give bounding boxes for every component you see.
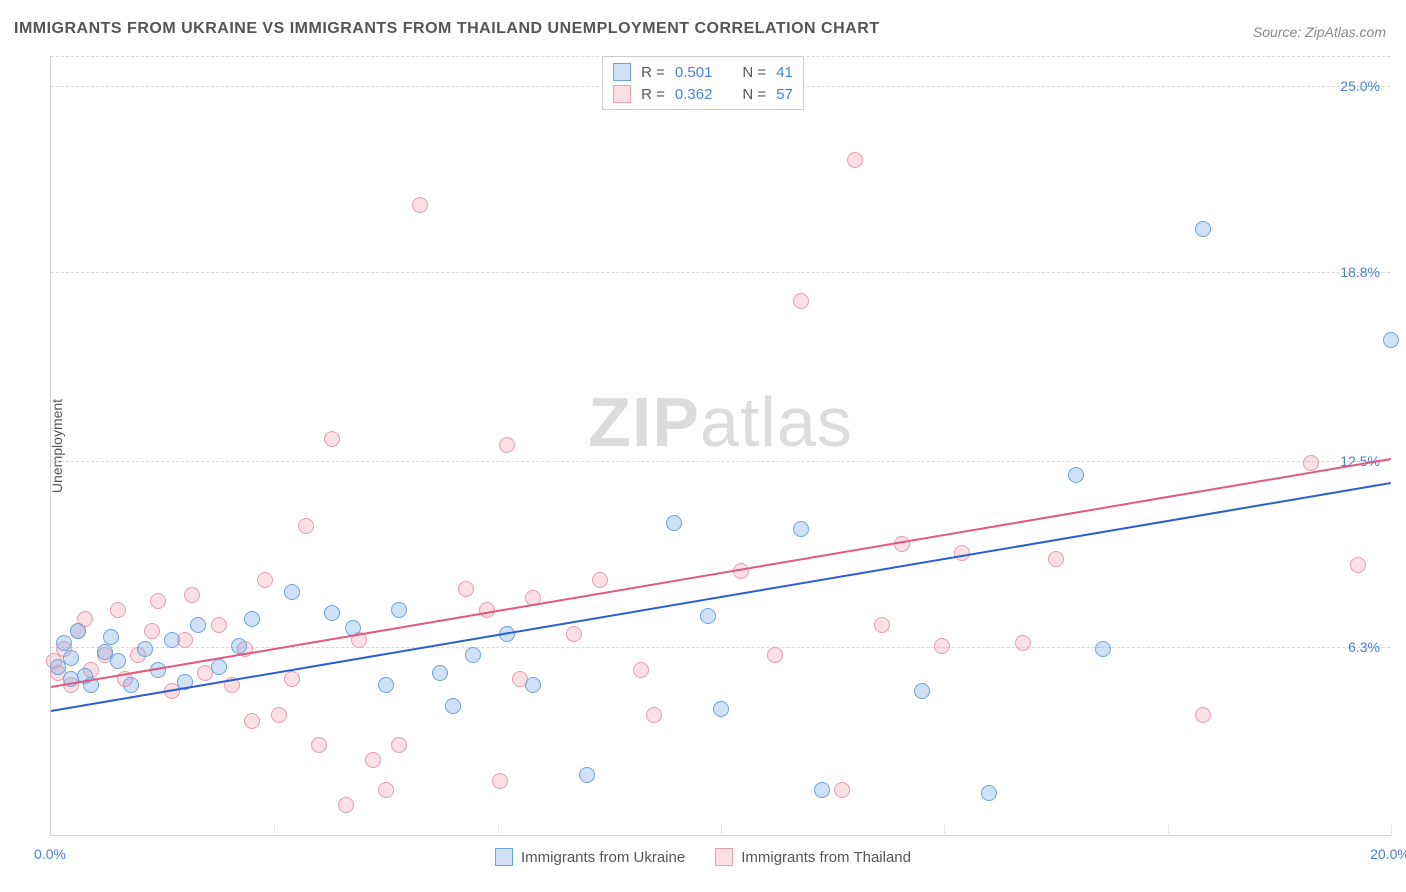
data-point-thailand bbox=[646, 707, 662, 723]
data-point-ukraine bbox=[324, 605, 340, 621]
data-point-thailand bbox=[150, 593, 166, 609]
data-point-ukraine bbox=[814, 782, 830, 798]
data-point-thailand bbox=[847, 152, 863, 168]
data-point-thailand bbox=[184, 587, 200, 603]
data-point-ukraine bbox=[391, 602, 407, 618]
x-tick-label: 0.0% bbox=[34, 846, 66, 862]
data-point-thailand bbox=[934, 638, 950, 654]
data-point-ukraine bbox=[190, 617, 206, 633]
data-point-ukraine bbox=[231, 638, 247, 654]
trend-line-ukraine bbox=[51, 482, 1391, 712]
data-point-ukraine bbox=[432, 665, 448, 681]
x-tick-label: 20.0% bbox=[1370, 846, 1406, 862]
data-point-thailand bbox=[1303, 455, 1319, 471]
data-point-ukraine bbox=[284, 584, 300, 600]
swatch-icon bbox=[613, 85, 631, 103]
data-point-thailand bbox=[499, 437, 515, 453]
gridline-v bbox=[274, 824, 275, 836]
y-tick-label: 6.3% bbox=[1348, 639, 1380, 655]
legend-item-ukraine: Immigrants from Ukraine bbox=[495, 848, 685, 866]
data-point-ukraine bbox=[666, 515, 682, 531]
data-point-thailand bbox=[311, 737, 327, 753]
data-point-thailand bbox=[110, 602, 126, 618]
gridline-v bbox=[1391, 824, 1392, 836]
data-point-thailand bbox=[412, 197, 428, 213]
data-point-thailand bbox=[284, 671, 300, 687]
data-point-thailand bbox=[1195, 707, 1211, 723]
data-point-thailand bbox=[834, 782, 850, 798]
data-point-ukraine bbox=[63, 650, 79, 666]
data-point-ukraine bbox=[579, 767, 595, 783]
stats-row-thailand: R = 0.362 N = 57 bbox=[613, 83, 793, 105]
data-point-ukraine bbox=[1068, 467, 1084, 483]
data-point-thailand bbox=[324, 431, 340, 447]
data-point-ukraine bbox=[70, 623, 86, 639]
data-point-thailand bbox=[1015, 635, 1031, 651]
data-point-thailand bbox=[144, 623, 160, 639]
data-point-thailand bbox=[566, 626, 582, 642]
data-point-ukraine bbox=[793, 521, 809, 537]
y-tick-label: 25.0% bbox=[1340, 78, 1380, 94]
stats-row-ukraine: R = 0.501 N = 41 bbox=[613, 61, 793, 83]
data-point-thailand bbox=[391, 737, 407, 753]
gridline-h bbox=[51, 461, 1390, 462]
data-point-ukraine bbox=[525, 677, 541, 693]
data-point-ukraine bbox=[1095, 641, 1111, 657]
data-point-ukraine bbox=[164, 632, 180, 648]
data-point-ukraine bbox=[244, 611, 260, 627]
data-point-ukraine bbox=[700, 608, 716, 624]
trend-line-thailand bbox=[51, 458, 1391, 688]
data-point-ukraine bbox=[465, 647, 481, 663]
data-point-ukraine bbox=[137, 641, 153, 657]
scatter-plot: ZIPatlas 6.3%12.5%18.8%25.0% bbox=[50, 56, 1390, 836]
legend-item-thailand: Immigrants from Thailand bbox=[715, 848, 911, 866]
gridline-h bbox=[51, 272, 1390, 273]
gridline-v bbox=[944, 824, 945, 836]
data-point-thailand bbox=[633, 662, 649, 678]
data-point-thailand bbox=[338, 797, 354, 813]
data-point-thailand bbox=[592, 572, 608, 588]
data-point-thailand bbox=[1048, 551, 1064, 567]
data-point-ukraine bbox=[981, 785, 997, 801]
data-point-ukraine bbox=[56, 635, 72, 651]
swatch-icon bbox=[495, 848, 513, 866]
swatch-icon bbox=[613, 63, 631, 81]
data-point-thailand bbox=[492, 773, 508, 789]
swatch-icon bbox=[715, 848, 733, 866]
data-point-ukraine bbox=[445, 698, 461, 714]
data-point-ukraine bbox=[378, 677, 394, 693]
data-point-ukraine bbox=[103, 629, 119, 645]
y-tick-label: 18.8% bbox=[1340, 264, 1380, 280]
data-point-thailand bbox=[458, 581, 474, 597]
gridline-v bbox=[498, 824, 499, 836]
data-point-ukraine bbox=[914, 683, 930, 699]
data-point-ukraine bbox=[211, 659, 227, 675]
data-point-thailand bbox=[298, 518, 314, 534]
data-point-ukraine bbox=[123, 677, 139, 693]
data-point-ukraine bbox=[1383, 332, 1399, 348]
gridline-v bbox=[1168, 824, 1169, 836]
data-point-thailand bbox=[1350, 557, 1366, 573]
data-point-thailand bbox=[365, 752, 381, 768]
chart-title: IMMIGRANTS FROM UKRAINE VS IMMIGRANTS FR… bbox=[14, 20, 880, 38]
gridline-v bbox=[721, 824, 722, 836]
data-point-ukraine bbox=[713, 701, 729, 717]
data-point-thailand bbox=[257, 572, 273, 588]
data-point-thailand bbox=[271, 707, 287, 723]
watermark: ZIPatlas bbox=[588, 382, 853, 462]
data-point-ukraine bbox=[110, 653, 126, 669]
data-point-thailand bbox=[211, 617, 227, 633]
data-point-thailand bbox=[874, 617, 890, 633]
data-point-ukraine bbox=[1195, 221, 1211, 237]
data-point-thailand bbox=[793, 293, 809, 309]
data-point-thailand bbox=[378, 782, 394, 798]
correlation-stats-box: R = 0.501 N = 41 R = 0.362 N = 57 bbox=[602, 56, 804, 110]
source-label: Source: ZipAtlas.com bbox=[1253, 24, 1386, 40]
data-point-thailand bbox=[244, 713, 260, 729]
data-point-thailand bbox=[767, 647, 783, 663]
series-legend: Immigrants from Ukraine Immigrants from … bbox=[495, 848, 911, 866]
